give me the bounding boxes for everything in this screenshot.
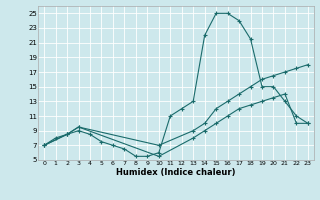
X-axis label: Humidex (Indice chaleur): Humidex (Indice chaleur) <box>116 168 236 177</box>
